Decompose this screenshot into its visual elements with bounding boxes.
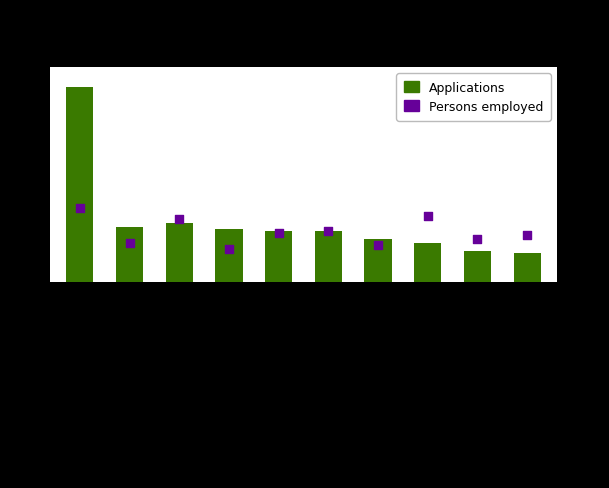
- Bar: [215, 230, 242, 283]
- Bar: [265, 232, 292, 283]
- Point: [75, 204, 85, 212]
- Point: [174, 216, 184, 224]
- Point: [473, 236, 482, 244]
- Bar: [364, 240, 392, 283]
- Bar: [166, 224, 193, 283]
- Point: [423, 212, 432, 220]
- Bar: [513, 253, 541, 283]
- Point: [523, 232, 532, 240]
- Point: [274, 230, 284, 238]
- Point: [224, 245, 234, 253]
- Bar: [116, 228, 143, 283]
- Point: [323, 228, 333, 236]
- Point: [125, 240, 135, 247]
- Point: [373, 242, 383, 249]
- Bar: [464, 251, 491, 283]
- Legend: Applications, Persons employed: Applications, Persons employed: [396, 74, 551, 121]
- Bar: [414, 244, 442, 283]
- Bar: [315, 232, 342, 283]
- Bar: [66, 87, 94, 283]
